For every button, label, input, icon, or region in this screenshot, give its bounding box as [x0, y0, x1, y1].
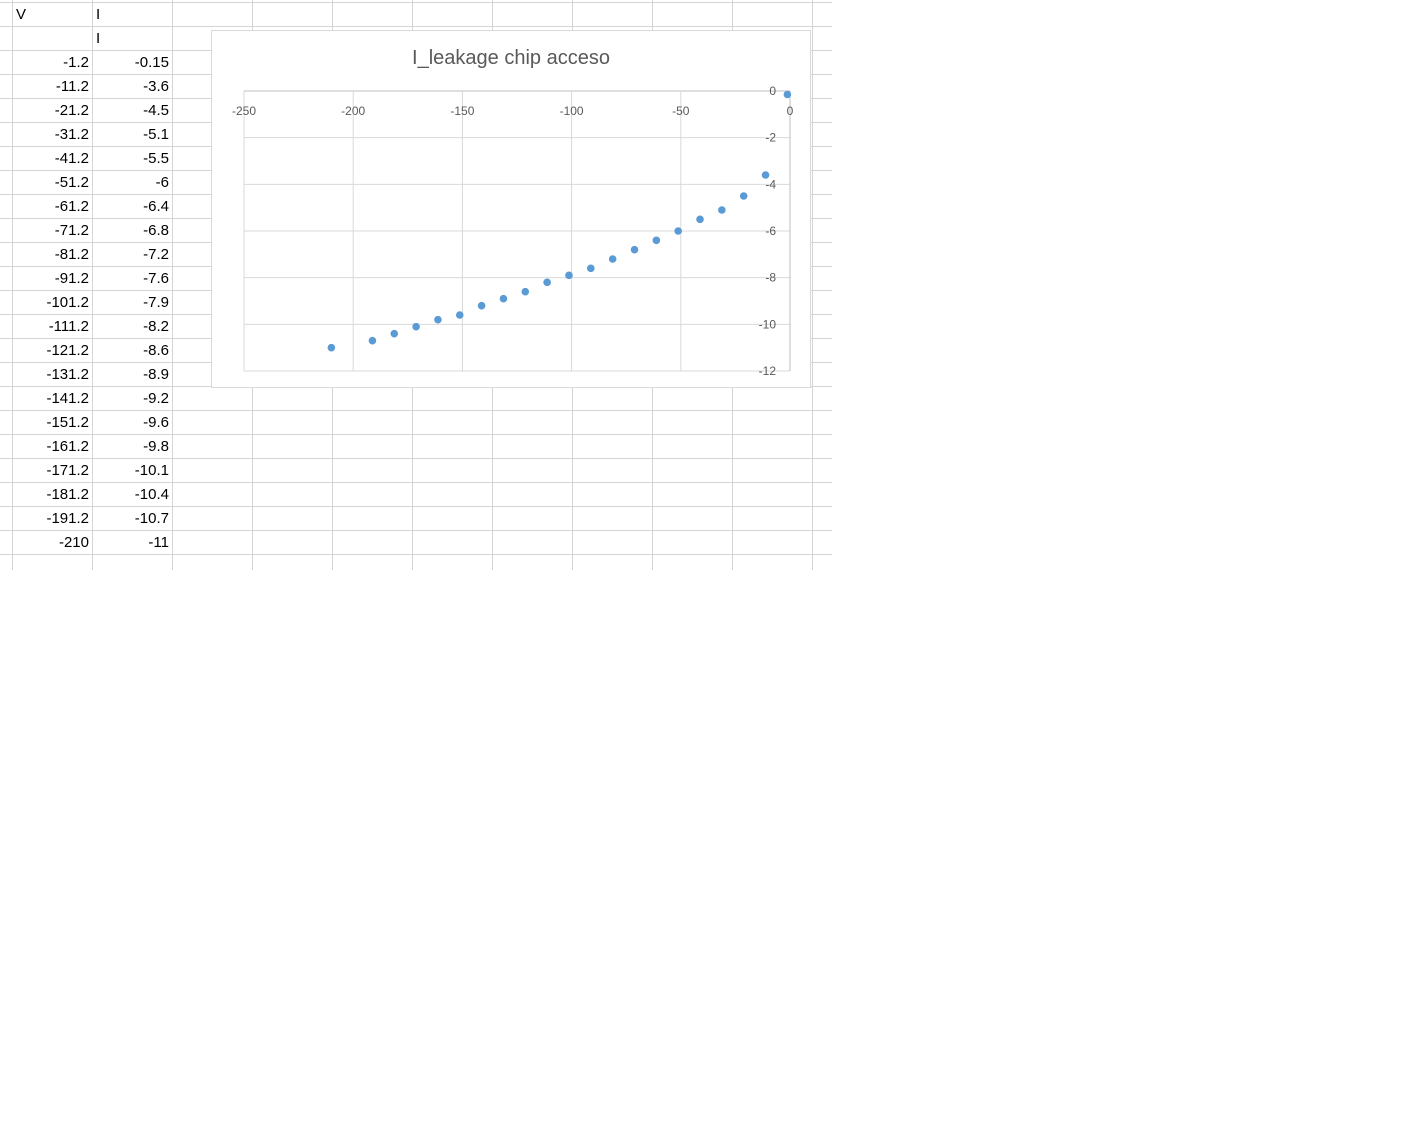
row-gridline	[0, 554, 832, 555]
x-tick-label: -50	[672, 104, 690, 118]
cell-i[interactable]: -8.2	[143, 318, 169, 335]
column-gridline	[172, 0, 173, 570]
cell-v[interactable]: -101.2	[46, 294, 89, 311]
y-tick-label: 0	[769, 84, 776, 98]
cell-v[interactable]: -111.2	[48, 318, 89, 335]
data-point	[718, 206, 726, 214]
row-gridline	[0, 2, 832, 3]
data-point	[739, 192, 748, 200]
cell-v[interactable]: -71.2	[54, 222, 89, 239]
data-point	[761, 171, 770, 179]
column-gridline	[12, 0, 13, 570]
data-point	[499, 294, 508, 303]
data-point	[587, 264, 595, 273]
scatter-chart: I_leakage chip acceso -250 -200 -150 -100 -5…	[232, 47, 794, 378]
row-gridline	[0, 482, 832, 483]
x-tick-label: -200	[341, 104, 365, 118]
cell-i[interactable]: -5.1	[143, 126, 169, 143]
row-gridline	[0, 530, 832, 531]
cell-i[interactable]: -6.8	[143, 222, 169, 239]
cell-v[interactable]: -81.2	[54, 246, 89, 263]
cell-v[interactable]: -181.2	[46, 486, 89, 503]
header-cell-v[interactable]: V	[16, 6, 27, 23]
data-point	[674, 227, 682, 235]
row-gridline	[0, 506, 832, 507]
data-point	[390, 329, 399, 338]
column-gridline	[92, 0, 93, 570]
x-tick-label: -250	[232, 104, 256, 118]
data-point	[543, 278, 551, 287]
cell-i[interactable]: -9.2	[143, 390, 169, 407]
data-point	[477, 301, 486, 310]
cell-v[interactable]: -121.2	[46, 342, 89, 359]
cell-v[interactable]: -191.2	[46, 510, 89, 527]
y-tick-label: -6	[765, 224, 776, 238]
cell-v[interactable]: -131.2	[46, 366, 89, 383]
cell-i[interactable]: -8.6	[143, 342, 169, 359]
cell-i[interactable]: -6	[155, 174, 169, 191]
data-point	[521, 287, 530, 296]
data-point	[652, 236, 661, 245]
cell-i[interactable]: -3.6	[143, 78, 169, 95]
cell-i[interactable]: -0.15	[134, 54, 169, 71]
data-point	[783, 90, 792, 99]
cell-v[interactable]: -141.2	[46, 390, 89, 407]
cell-i[interactable]: -9.8	[143, 438, 169, 455]
y-tick-label: -8	[765, 271, 776, 285]
gridlines	[243, 90, 791, 372]
data-point	[455, 311, 464, 319]
cell-i[interactable]: -11	[148, 534, 169, 551]
x-tick-label: 0	[787, 104, 794, 118]
chart-title: I_leakage chip acceso	[412, 47, 610, 69]
x-tick-label: -100	[560, 104, 584, 118]
data-point	[565, 271, 573, 280]
row-gridline	[0, 458, 832, 459]
cell-i[interactable]: -7.6	[143, 270, 169, 287]
cell-i[interactable]: -10.7	[134, 510, 169, 527]
x-tick-label: -150	[450, 104, 474, 118]
data-point	[608, 255, 617, 263]
data-point	[327, 343, 336, 352]
column-gridline	[812, 0, 813, 570]
y-tick-label: -10	[759, 317, 777, 331]
header-cell-i[interactable]: I	[96, 6, 101, 23]
spreadsheet-grid[interactable]: V I I -1.2 -0.15 -11.2 -3.6 -21.2 -4.5 -31.2 -5…	[0, 0, 832, 570]
data-points	[327, 90, 792, 352]
cell-v[interactable]: -51.2	[54, 174, 89, 191]
cell-i[interactable]: -4.5	[143, 102, 169, 119]
chart[interactable]: I_leakage chip acceso -250 -200 -150 -100 -5…	[211, 30, 811, 388]
cell-i[interactable]: -8.9	[143, 366, 169, 383]
cell-v[interactable]: -1.2	[63, 54, 89, 71]
cell-v[interactable]: -91.2	[54, 270, 89, 287]
axes: -250 -200 -150 -100 -50 00 -2 -4 -6 -8 -10 -12	[232, 84, 794, 378]
cell-v[interactable]: -210	[58, 534, 89, 551]
data-point	[412, 322, 420, 331]
cell-i[interactable]: -10.1	[134, 462, 169, 479]
cell-i[interactable]: -5.5	[143, 150, 169, 167]
cell-v[interactable]: -171.2	[46, 462, 89, 479]
row-gridline	[0, 434, 832, 435]
cell-v[interactable]: -11.2	[55, 78, 89, 95]
y-tick-label: -4	[765, 177, 776, 191]
cell-v[interactable]: -61.2	[54, 198, 89, 215]
cell-i[interactable]: -7.2	[143, 246, 169, 263]
data-point	[368, 336, 377, 345]
y-tick-label: -2	[765, 131, 776, 145]
cell-v[interactable]: -161.2	[46, 438, 89, 455]
header-cell-i-row2[interactable]: I	[96, 30, 101, 47]
cell-v[interactable]: -41.2	[54, 150, 89, 167]
data-point	[696, 215, 704, 224]
data-point	[434, 315, 442, 324]
cell-v[interactable]: -151.2	[46, 414, 89, 431]
data-point	[630, 245, 639, 254]
row-gridline	[0, 410, 832, 411]
cell-i[interactable]: -9.6	[143, 414, 169, 431]
cell-v[interactable]: -21.2	[54, 102, 89, 119]
row-gridline	[0, 26, 832, 27]
cell-i[interactable]: -6.4	[143, 198, 169, 215]
cell-i[interactable]: -10.4	[134, 486, 169, 503]
y-tick-label: -12	[759, 364, 777, 378]
cell-i[interactable]: -7.9	[143, 294, 169, 311]
cell-v[interactable]: -31.2	[54, 126, 89, 143]
